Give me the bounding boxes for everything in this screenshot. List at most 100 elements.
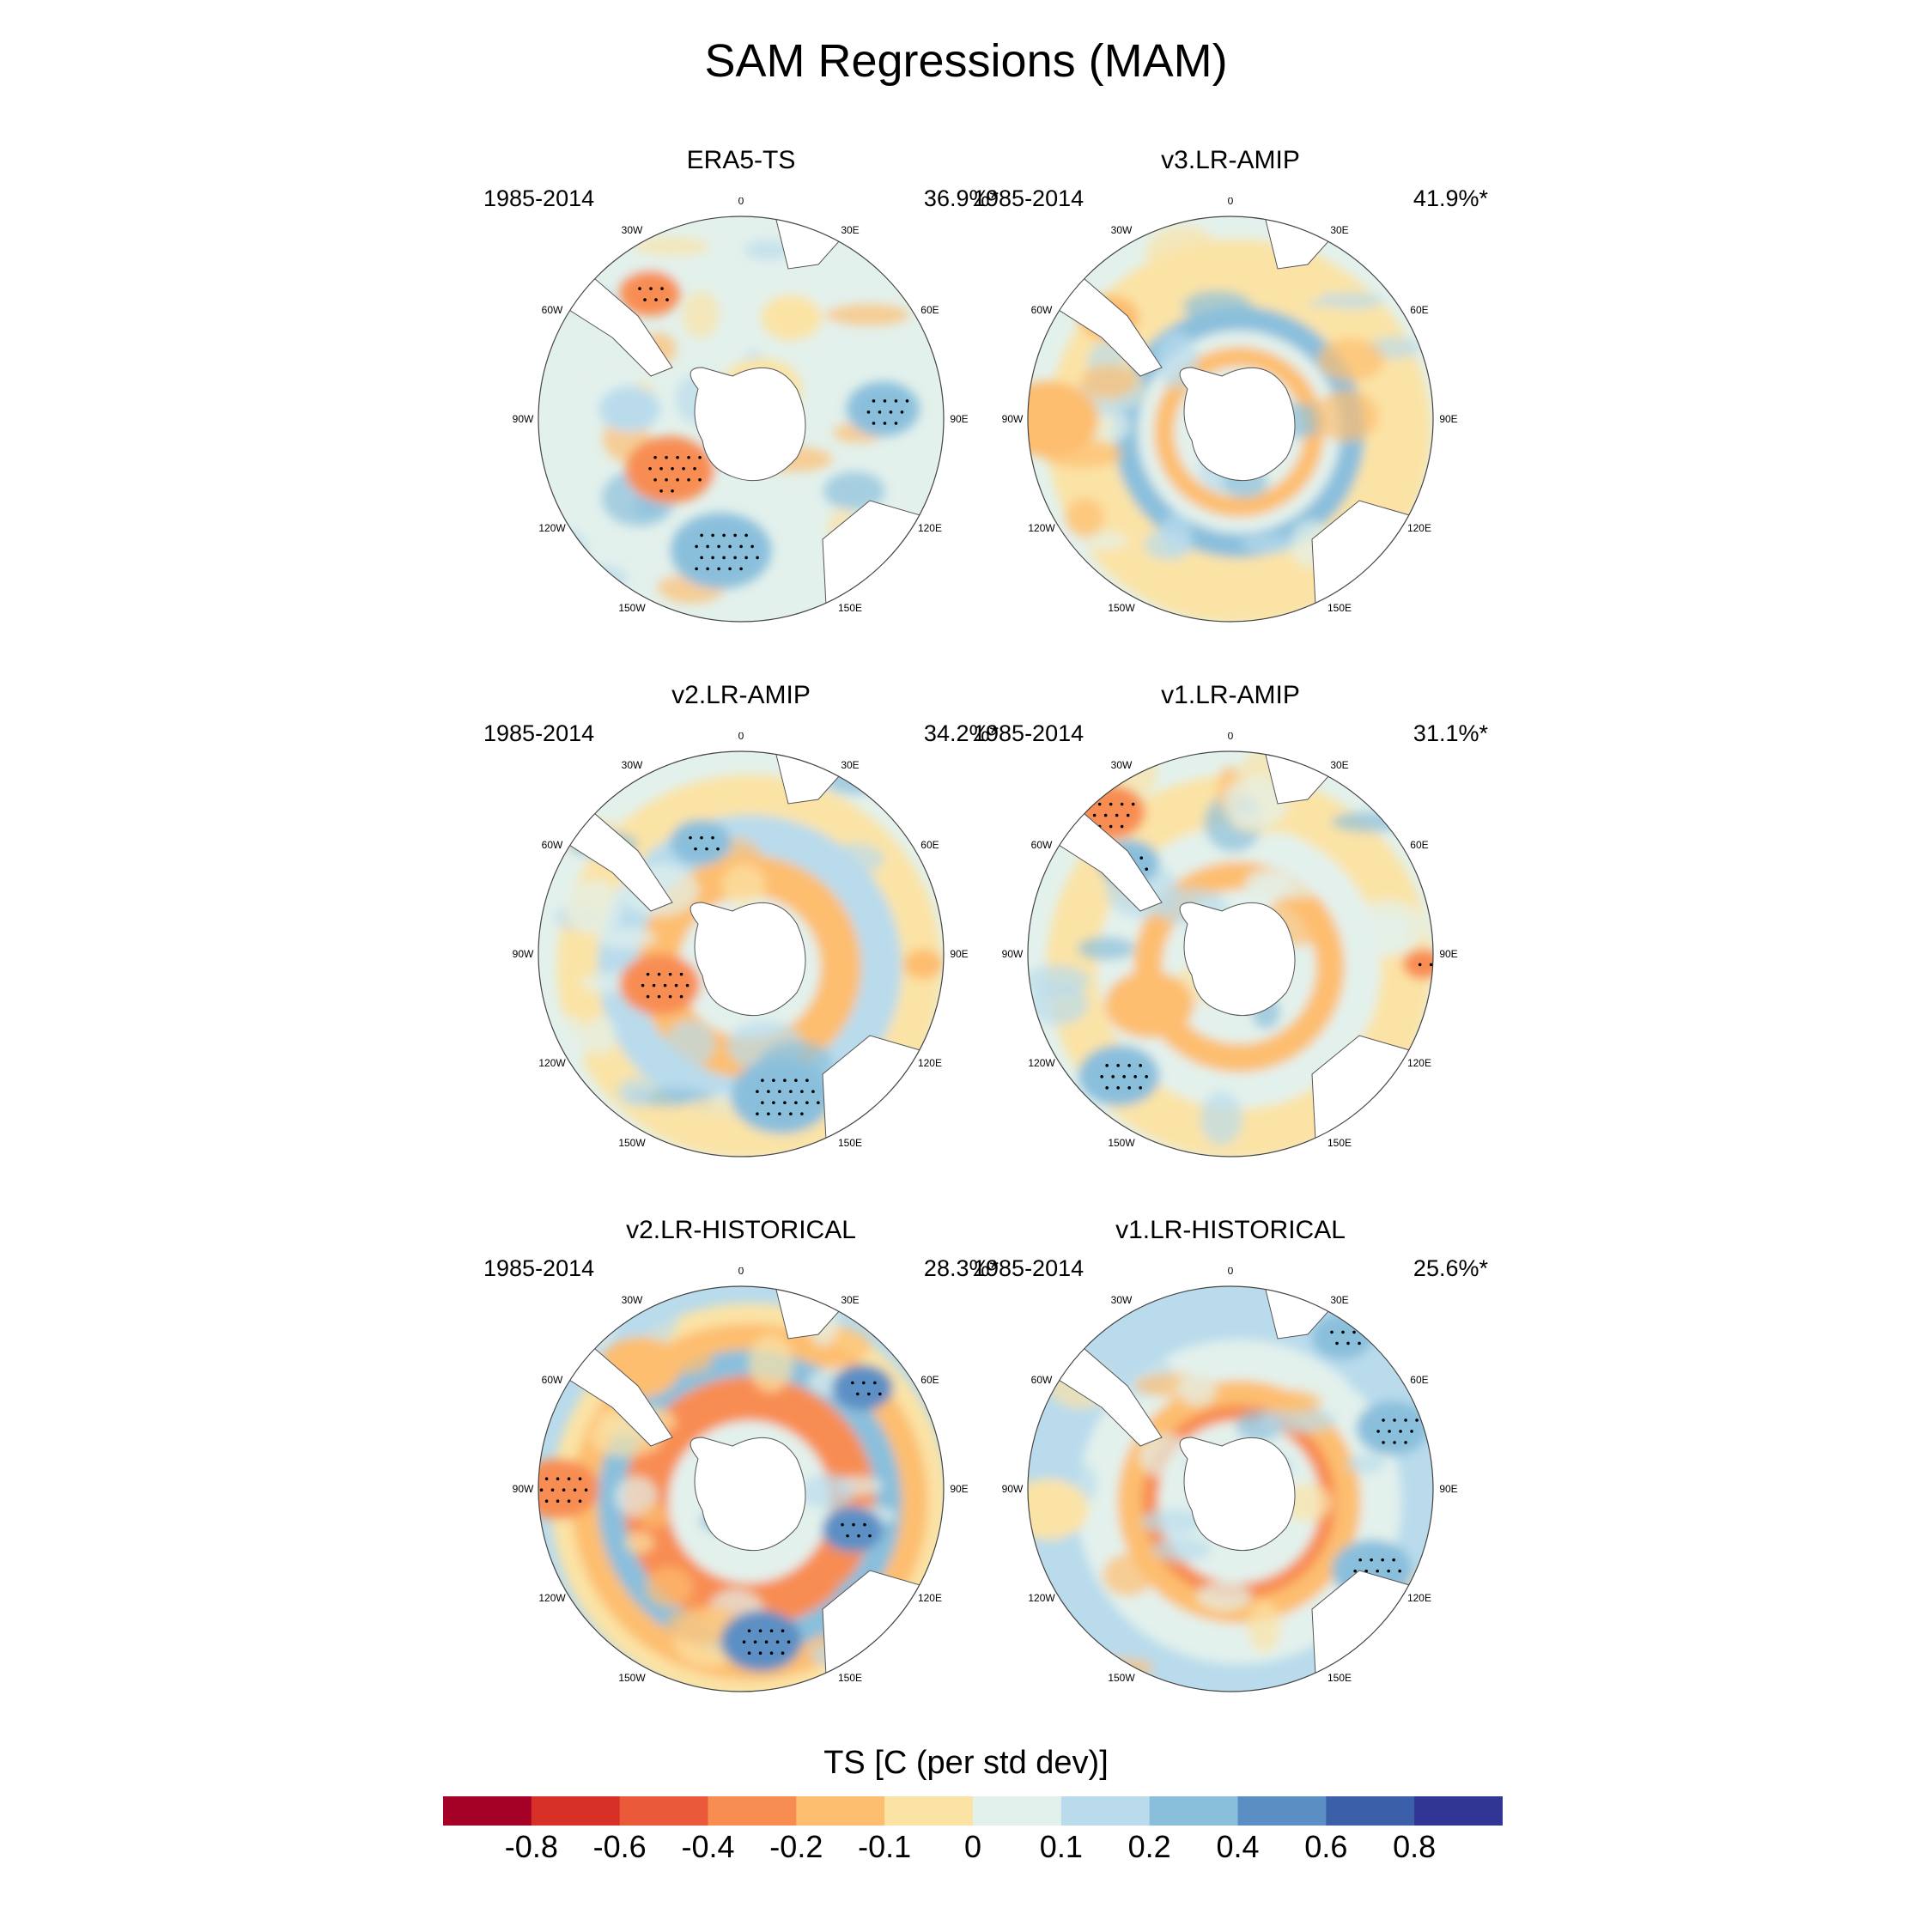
colorbar-swatch [1149, 1796, 1238, 1826]
longitude-label: 60W [542, 839, 563, 851]
map-boundary [1027, 750, 1434, 1157]
anomaly-blob [1250, 246, 1332, 308]
significance-stipple [578, 1499, 582, 1504]
field-patch [581, 349, 638, 393]
significance-stipple [1139, 1064, 1142, 1067]
polar-map: 030E60E90E120E150E180150W120W90W60W30W [1002, 197, 1458, 623]
longitude-label: 60E [920, 839, 939, 851]
field-patch [1347, 899, 1426, 956]
field-patch [1317, 338, 1385, 382]
anomaly-blob [619, 954, 701, 1015]
significance-stipple [883, 422, 887, 425]
anomaly-blob [670, 819, 732, 866]
anomaly-blob [1028, 1479, 1089, 1540]
significance-stipple [744, 556, 748, 560]
colorbar-swatch [1060, 1796, 1151, 1826]
longitude-label: 120E [1407, 1592, 1431, 1604]
significance-stipple [1393, 1419, 1396, 1422]
longitude-label: 30E [1330, 1294, 1348, 1306]
significance-stipple [1382, 1419, 1385, 1422]
polar-map: 030E60E90E120E150E180150W120W90W60W30W [513, 197, 969, 623]
significance-stipple [728, 544, 732, 549]
map-panel: v1.LR-HISTORICAL 1985-2014 25.6%* 0 30E 60E 90… [947, 1216, 1514, 1697]
significance-stipple [659, 466, 663, 471]
field-patch [828, 842, 884, 875]
longitude-label: 90W [1002, 413, 1024, 425]
longitude-label: 150W [618, 602, 646, 614]
significance-stipple [679, 972, 683, 976]
field-patch [1140, 1509, 1206, 1534]
significance-stipple [868, 1534, 872, 1538]
field-patch [1059, 530, 1129, 550]
field-patch [1152, 1536, 1212, 1562]
longitude-label: 60W [1031, 304, 1053, 316]
polar-map: 030E60E90E120E150E180150W120W90W60W30W [1002, 732, 1458, 1157]
significance-stipple [1398, 1569, 1401, 1573]
significance-stipple [1109, 802, 1113, 806]
panel-variance-explained: 28.3%* [923, 1255, 999, 1281]
significance-stipple [638, 287, 641, 290]
significance-stipple [706, 544, 709, 549]
anomaly-blob [598, 386, 660, 432]
polar-map: 030E60E90E120E150E180150W120W90W60W30W [513, 732, 969, 1157]
map-panel: v1.LR-AMIP 1985-2014 31.1%* 0 30E 60E 90E 120E 1… [947, 681, 1514, 1162]
colorbar-tick-label: 0.2 [1127, 1829, 1171, 1864]
significance-stipple [1353, 1569, 1357, 1573]
significance-stipple [685, 983, 690, 987]
field-patch [676, 1097, 744, 1138]
significance-stipple [851, 1381, 854, 1385]
longitude-label: 60E [920, 304, 939, 316]
field-patch [645, 1567, 694, 1608]
polar-map: 030E60E90E120E150E180150W120W90W60W30W [513, 1267, 969, 1692]
significance-stipple [1376, 1430, 1380, 1433]
field-patch [892, 1648, 944, 1675]
significance-stipple [717, 567, 720, 571]
significance-stipple [1429, 963, 1433, 967]
significance-stipple [1092, 813, 1097, 817]
longitude-label: 90E [1439, 948, 1457, 960]
antarctica-landmass [690, 367, 806, 482]
significance-stipple [705, 847, 708, 851]
significance-stipple [573, 1488, 577, 1492]
significance-stipple [1103, 813, 1108, 817]
significance-stipple [1388, 1430, 1391, 1433]
antarctica-landmass [690, 1437, 806, 1552]
significance-stipple [794, 1101, 798, 1105]
significance-stipple [742, 1640, 746, 1644]
longitude-label: 30E [1330, 759, 1348, 771]
field-patch [587, 567, 617, 622]
longitude-label: 30W [1111, 1294, 1133, 1306]
significance-stipple [789, 1090, 793, 1094]
anomaly-blob [1028, 380, 1099, 458]
longitude-label: 0 [1228, 197, 1234, 207]
figure-title: SAM Regressions (MAM) [704, 35, 1228, 87]
map-panel: v2.LR-AMIP 1985-2014 34.2%* 0 30E 60E 90E 120E 1… [458, 681, 1024, 1162]
significance-stipple [1392, 1558, 1395, 1562]
longitude-label: 120W [538, 522, 566, 534]
field-patch [799, 1473, 854, 1510]
field-patch [748, 1334, 793, 1393]
longitude-label: 150E [1327, 1672, 1352, 1684]
significance-stipple [856, 1392, 860, 1396]
field-patch [1249, 872, 1334, 898]
significance-stipple [1346, 1341, 1350, 1346]
significance-stipple [733, 556, 737, 560]
longitude-label: 0 [1228, 1267, 1234, 1277]
significance-stipple [805, 1101, 809, 1105]
significance-stipple [694, 847, 697, 851]
field-patch [1065, 497, 1105, 538]
significance-stipple [1370, 1558, 1373, 1562]
colorbar-title: TS [C (per std dev)] [823, 1745, 1109, 1781]
longitude-label: 120E [918, 1592, 942, 1604]
longitude-label: 90W [513, 413, 534, 425]
field-patch [1241, 533, 1294, 555]
field-patch [1200, 1091, 1242, 1145]
map-panel: ERA5-TS 1985-2014 36.9%* 0 30E 60E 90E 120E 150E… [458, 146, 1024, 627]
longitude-label: 150E [838, 1137, 862, 1149]
longitude-label: 150W [1108, 1672, 1135, 1684]
significance-stipple [846, 1534, 849, 1538]
field-patch [596, 927, 656, 949]
significance-stipple [1120, 802, 1124, 806]
significance-stipple [1116, 1064, 1120, 1067]
field-patch [617, 1078, 655, 1107]
